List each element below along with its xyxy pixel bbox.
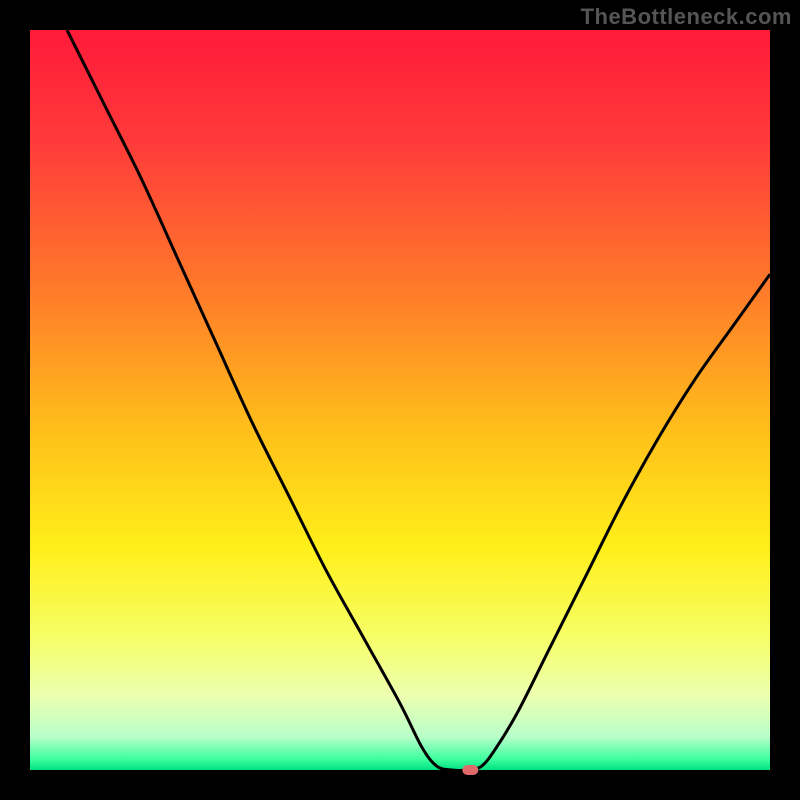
bottleneck-chart bbox=[0, 0, 800, 800]
minimum-marker bbox=[462, 765, 478, 775]
gradient-background bbox=[30, 30, 770, 770]
watermark-text: TheBottleneck.com bbox=[581, 4, 792, 30]
chart-container: { "watermark": { "text": "TheBottleneck.… bbox=[0, 0, 800, 800]
